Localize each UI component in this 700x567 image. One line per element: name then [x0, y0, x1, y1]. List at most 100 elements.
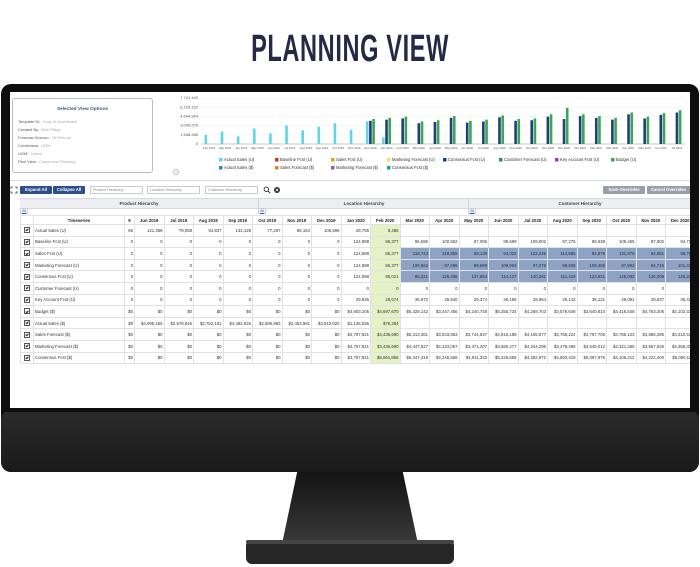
filter-input[interactable]: Customer Hierarchy — [205, 186, 258, 194]
x-tick-label: Jan 2021 — [574, 146, 586, 150]
row-name: Key Account Fcst (U) — [33, 293, 125, 307]
filter-input[interactable]: Product Hierarchy — [90, 186, 143, 194]
table-cell[interactable]: 94,022 — [488, 247, 519, 260]
table-cell: 0 — [124, 258, 135, 272]
row-checkbox[interactable] — [24, 354, 30, 361]
row-checkbox[interactable] — [24, 238, 30, 245]
table-cell: $5,087,975 — [576, 351, 607, 365]
row-checkbox[interactable] — [24, 262, 30, 269]
all-link[interactable]: All — [468, 208, 477, 214]
option-row: UOM: Cases — [18, 151, 42, 156]
legend-label: Customer Forecast (U) — [504, 157, 547, 162]
page-title: PLANNING VIEW — [251, 28, 449, 70]
table-cell — [547, 224, 578, 237]
row-checkbox[interactable] — [24, 273, 30, 280]
table-cell[interactable]: 89,138 — [458, 247, 489, 260]
expand-icon[interactable] — [10, 186, 18, 194]
table-cell: $0 — [163, 339, 194, 353]
filter-input[interactable]: Location Hierarchy — [147, 186, 200, 194]
table-cell[interactable]: 111,419 — [547, 270, 578, 283]
table-cell: 0 — [340, 281, 371, 295]
table-cell[interactable]: 86,377 — [370, 247, 401, 260]
table-cell[interactable]: 95,221 — [399, 270, 430, 283]
row-checkbox[interactable] — [24, 227, 30, 234]
table-cell[interactable]: 88,638 — [547, 258, 578, 272]
x-tick-label: May 2021 — [638, 146, 651, 150]
bar — [517, 119, 521, 144]
table-cell[interactable]: 94,879 — [576, 247, 607, 260]
bar — [385, 119, 388, 144]
table-cell[interactable]: 145,002 — [606, 270, 637, 283]
legend-label: Sales Fcst (U) — [336, 157, 363, 162]
clear-icon[interactable] — [273, 186, 281, 194]
hierarchy-title: Product Hierarchy — [119, 201, 159, 206]
bar — [417, 123, 421, 144]
table-cell[interactable]: 95,021 — [370, 270, 401, 283]
table-cell[interactable]: 119,855 — [429, 247, 460, 260]
table-cell[interactable]: 108,465 — [576, 258, 607, 272]
save-overrides-button[interactable]: Save Overrides — [603, 186, 645, 194]
table-cell: 0 — [399, 281, 430, 295]
chart-toggle[interactable] — [172, 168, 180, 176]
row-checkbox[interactable] — [24, 296, 30, 303]
column-header: Jun 2020 — [488, 215, 519, 225]
table-cell: 0 — [222, 293, 253, 307]
bezel-edge — [1, 408, 699, 412]
table-cell[interactable]: 118,744 — [399, 247, 430, 260]
table-cell: $0 — [124, 328, 135, 341]
table-cell: 0 — [311, 258, 342, 272]
collapse-all-button[interactable]: Collapse All — [53, 186, 85, 194]
table-cell[interactable]: 140,281 — [517, 270, 548, 283]
cancel-overrides-button[interactable]: Cancel Overrides — [647, 186, 690, 194]
row-name: Sales Fcst (U) — [33, 247, 125, 260]
table-cell[interactable]: 131,976 — [606, 247, 637, 260]
table-cell[interactable]: 109,002 — [488, 258, 519, 272]
table-cell[interactable]: 94,716 — [635, 258, 666, 272]
row-checkbox[interactable] — [24, 285, 30, 292]
bar — [252, 128, 256, 144]
table-cell[interactable]: 123,921 — [576, 270, 607, 283]
table-cell[interactable]: 86,377 — [370, 258, 401, 272]
table-cell: 8,486 — [370, 224, 401, 237]
row-checkbox[interactable] — [24, 343, 30, 350]
table-cell: $4,603,205 — [340, 305, 371, 318]
table-cell: 0 — [252, 258, 283, 272]
table-cell[interactable]: 137,863 — [458, 270, 489, 283]
table-cell[interactable]: 87,276 — [517, 258, 548, 272]
expand-all-button[interactable]: Expand All — [20, 186, 52, 194]
row-checkbox[interactable] — [24, 308, 30, 315]
table-cell[interactable]: 114,985 — [547, 247, 578, 260]
table-cell: $4,693,419 — [547, 351, 578, 365]
bar — [469, 120, 472, 144]
table-cell: $4,797,706 — [576, 328, 607, 341]
table-cell[interactable]: 87,096 — [429, 258, 460, 272]
bar — [498, 117, 501, 144]
table-cell: $0 — [134, 339, 165, 353]
legend-label: Budget (U) — [616, 157, 637, 162]
all-link[interactable]: All — [258, 208, 267, 214]
table-cell[interactable]: 94,681 — [635, 247, 666, 260]
checkbox-cell — [20, 281, 34, 295]
table-cell: $0 — [222, 328, 253, 341]
table-cell[interactable]: 98,784 — [665, 247, 690, 260]
checkbox-cell — [20, 328, 34, 341]
table-cell: $4,210,512 — [665, 328, 690, 341]
row-checkbox[interactable] — [24, 250, 30, 257]
table-cell[interactable]: 126,213 — [665, 270, 690, 283]
table-cell[interactable]: 87,902 — [606, 258, 637, 272]
bar — [317, 126, 321, 144]
row-checkbox[interactable] — [24, 331, 30, 338]
table-cell[interactable]: 101,330 — [665, 258, 690, 272]
table-cell[interactable]: 126,009 — [635, 270, 666, 283]
search-icon[interactable] — [263, 186, 271, 194]
table-cell[interactable]: 106,562 — [399, 258, 430, 272]
table-cell[interactable]: 89,599 — [458, 258, 489, 272]
all-link[interactable]: All — [20, 208, 29, 214]
row-checkbox[interactable] — [24, 320, 30, 327]
x-tick-label: Apr 2019 — [235, 146, 247, 150]
table-cell[interactable]: 126,296 — [429, 270, 460, 283]
row-name: Budget ($) — [33, 305, 125, 318]
table-cell[interactable]: 122,245 — [517, 247, 548, 260]
table-cell — [458, 224, 489, 237]
table-cell[interactable]: 114,127 — [488, 270, 519, 283]
